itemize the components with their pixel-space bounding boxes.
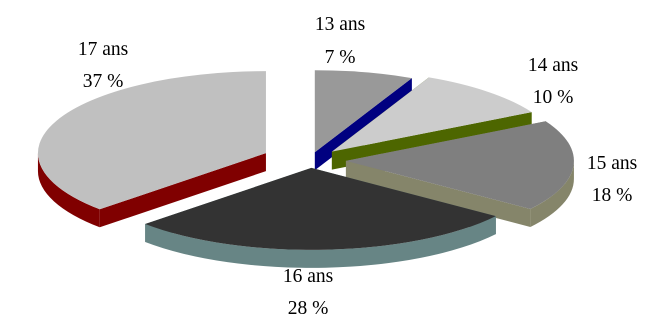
slice-label-13-ans-percent: 7 % (325, 47, 356, 68)
pie-slices (37, 70, 574, 268)
pie-labels: 13 ans 7 % 14 ans 10 % 15 ans 18 % 16 an… (78, 14, 637, 319)
slice-wall-15-ans-end (345, 160, 531, 228)
slice-label-15-ans-name: 15 ans (587, 153, 637, 174)
slice-wall-17-ans-start (99, 153, 266, 228)
slice-tops (37, 70, 574, 250)
slice-rim-15-ans (530, 160, 574, 228)
slice-top-17-ans (37, 71, 266, 210)
slice-label-17-ans-name: 17 ans (78, 39, 128, 60)
slice-top-16-ans (145, 167, 496, 250)
slice-label-16-ans-name: 16 ans (283, 266, 333, 287)
slice-label-14-ans-percent: 10 % (533, 87, 574, 108)
slice-rim-16-ans (145, 216, 496, 268)
slice-label-15-ans-percent: 18 % (592, 185, 633, 206)
slice-label-13-ans-name: 13 ans (315, 14, 365, 35)
slice-label-16-ans-percent: 28 % (288, 298, 329, 319)
slice-top-15-ans (345, 121, 574, 210)
slice-rim-17-ans (37, 153, 100, 228)
slice-top-14-ans (331, 77, 532, 152)
slice-top-13-ans (314, 70, 412, 153)
slice-label-14-ans-name: 14 ans (528, 55, 578, 76)
slice-label-17-ans-percent: 37 % (83, 71, 124, 92)
